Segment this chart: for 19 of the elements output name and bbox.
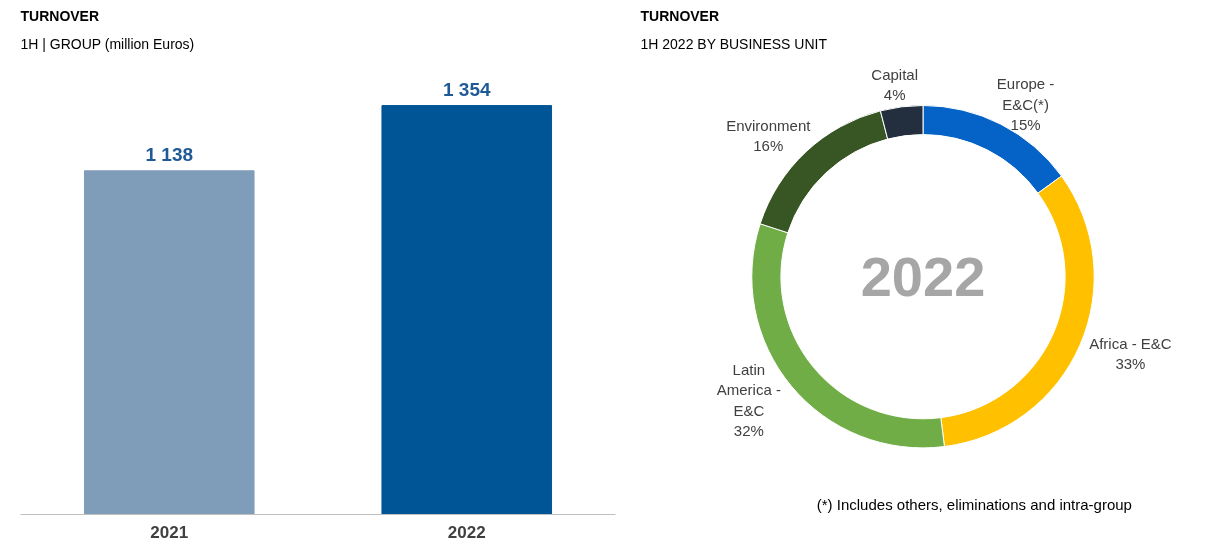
data-label: 33% xyxy=(1115,355,1146,373)
slice-label: Latin America - E&C xyxy=(716,361,781,419)
slice-label: Europe - E&C(*) xyxy=(996,75,1055,113)
slice-label: Environment xyxy=(726,116,812,134)
text: (*) Includes others, eliminations and intra-group xyxy=(816,495,1132,513)
chart-title: TURNOVER xyxy=(640,7,720,24)
data-label: 16% xyxy=(753,137,784,155)
x-tick-label: 2021 xyxy=(150,522,189,542)
slice-label: Capital xyxy=(871,65,919,83)
chart-title: TURNOVER xyxy=(20,7,100,24)
data-label: 4% xyxy=(883,86,906,104)
chart-subtitle: 1H | GROUP (million Euros) xyxy=(20,35,195,52)
data-label: 32% xyxy=(733,422,764,440)
slice-label: Africa - E&C xyxy=(1089,334,1172,352)
data-label: 1 138 xyxy=(145,143,194,165)
chart-subtitle: 1H 2022 BY BUSINESS UNIT xyxy=(640,35,828,52)
data-label: 1 354 xyxy=(442,78,491,100)
text: 2022 xyxy=(860,244,986,308)
data-label: 15% xyxy=(1010,115,1041,133)
